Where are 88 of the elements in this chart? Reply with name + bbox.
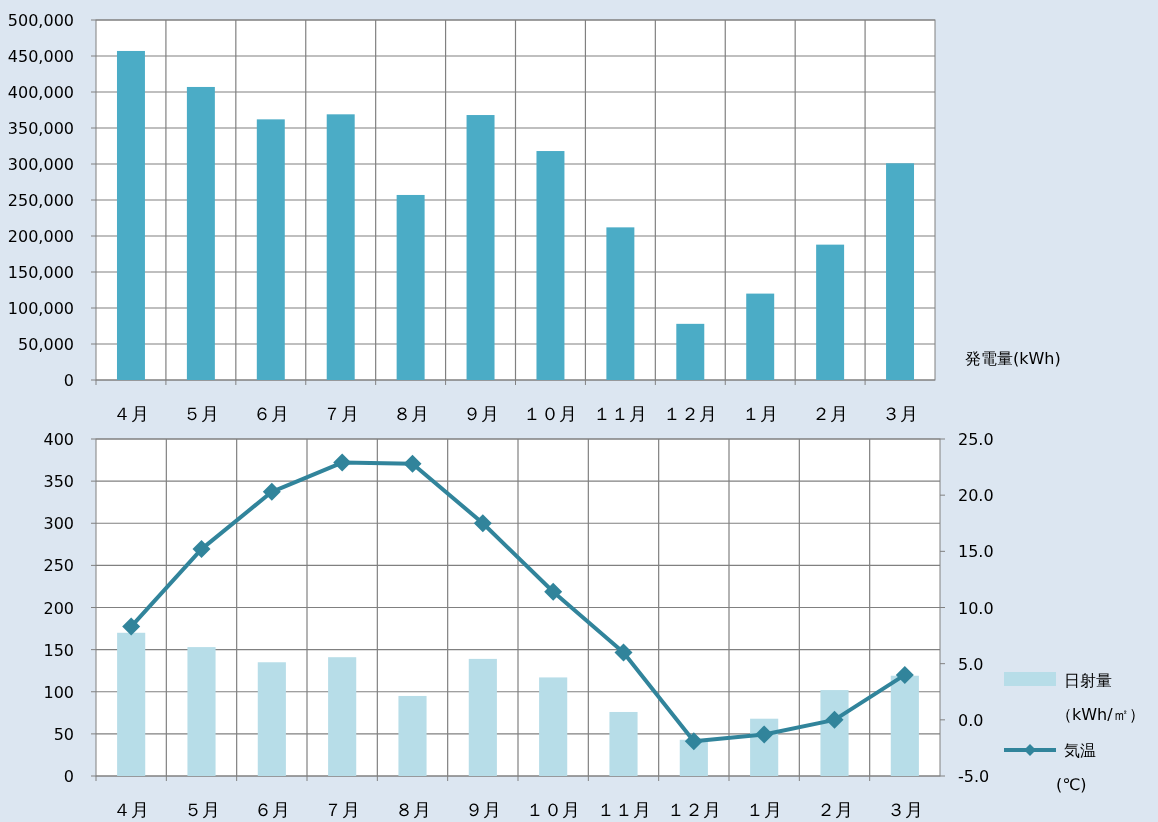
y-tick-label: 0: [63, 371, 74, 390]
bar: [468, 658, 497, 776]
y2-tick-label: 20.0: [958, 486, 994, 506]
bar: [398, 695, 427, 776]
bar: [886, 163, 915, 380]
x-tick-label: １１月: [596, 799, 651, 820]
point: [684, 732, 703, 751]
y-tick-label: 500,000: [7, 11, 74, 30]
y-tick-label: 300: [43, 514, 74, 534]
bar: [257, 662, 286, 776]
bar: [536, 151, 565, 380]
point: [544, 582, 563, 601]
y-tick-label: 450,000: [7, 47, 74, 66]
y-tick-label: 100,000: [7, 299, 74, 318]
bar: [396, 194, 425, 380]
point: [192, 540, 211, 559]
x-tick-label: ３月: [886, 799, 923, 820]
bar: [117, 632, 146, 776]
x-tick-label: １１月: [593, 403, 648, 424]
y-tick-label: 0: [63, 767, 74, 786]
bar: [820, 690, 849, 776]
bar: [116, 50, 145, 380]
x-tick-label: ２月: [816, 799, 853, 820]
point: [614, 643, 633, 662]
bar: [746, 293, 775, 380]
y-tick-label: 350,000: [7, 119, 74, 138]
x-tick-label: １０月: [526, 799, 581, 820]
point: [403, 454, 422, 473]
bar: [326, 114, 355, 380]
y-tick-label: 150: [43, 640, 74, 660]
point: [755, 725, 774, 744]
bar: [187, 647, 216, 776]
bar: [676, 323, 705, 380]
y2-tick-label: 15.0: [958, 542, 994, 562]
y-tick-label: 300,000: [7, 155, 74, 174]
x-tick-label: ３月: [882, 403, 919, 424]
point: [895, 665, 914, 684]
x-tick-label: ９月: [464, 799, 501, 820]
legend-label: 気温(℃): [1056, 741, 1096, 794]
bar: [606, 227, 635, 380]
bar: [816, 244, 845, 380]
x-tick-label: ８月: [394, 799, 431, 820]
point: [262, 482, 281, 501]
y2-tick-label: 10.0: [958, 598, 994, 618]
y2-tick-label: -5.0: [958, 767, 990, 786]
x-tick-label: １２月: [663, 403, 718, 424]
point: [825, 710, 844, 729]
bar: [186, 86, 215, 380]
bar: [609, 711, 638, 776]
x-tick-label: ８月: [392, 403, 429, 424]
legend-label: 日射量（kWh/㎡）: [1056, 671, 1145, 724]
y-tick-label: 400,000: [7, 83, 74, 102]
y-tick-label: 400: [43, 430, 74, 449]
y-tick-label: 250,000: [7, 191, 74, 210]
bar: [890, 675, 919, 776]
x-tick-label: １２月: [666, 799, 721, 820]
x-tick-label: ６月: [252, 403, 289, 424]
y2-tick-label: 5.0: [958, 654, 984, 674]
y-tick-label: 250: [43, 556, 74, 576]
y-tick-label: 200: [43, 598, 74, 618]
bar: [328, 657, 357, 776]
x-tick-label: ４月: [113, 799, 150, 820]
y-axis-title: 発電量(kWh): [965, 349, 1061, 368]
y-tick-label: 50: [53, 724, 74, 744]
y-tick-label: 100: [43, 682, 74, 702]
x-tick-label: １０月: [523, 403, 578, 424]
x-tick-label: ４月: [112, 403, 149, 424]
x-tick-label: ２月: [812, 403, 849, 424]
point: [473, 514, 492, 533]
bar: [466, 115, 495, 380]
y2-tick-label: 25.0: [958, 430, 994, 449]
y-tick-label: 350: [43, 472, 74, 492]
y-tick-label: 150,000: [7, 263, 74, 282]
x-tick-label: ６月: [253, 799, 290, 820]
point: [333, 453, 352, 472]
point: [122, 617, 141, 636]
x-tick-label: ７月: [322, 403, 359, 424]
y-tick-label: 200,000: [7, 227, 74, 246]
x-tick-label: ５月: [183, 799, 220, 820]
x-tick-label: ５月: [182, 403, 219, 424]
bar: [256, 119, 285, 380]
x-tick-label: ９月: [462, 403, 499, 424]
x-tick-label: ７月: [324, 799, 361, 820]
y-tick-label: 50,000: [18, 335, 74, 354]
bar: [539, 677, 568, 776]
x-tick-label: １月: [746, 799, 783, 820]
y2-tick-label: 0.0: [958, 710, 984, 730]
x-tick-label: １月: [742, 403, 779, 424]
